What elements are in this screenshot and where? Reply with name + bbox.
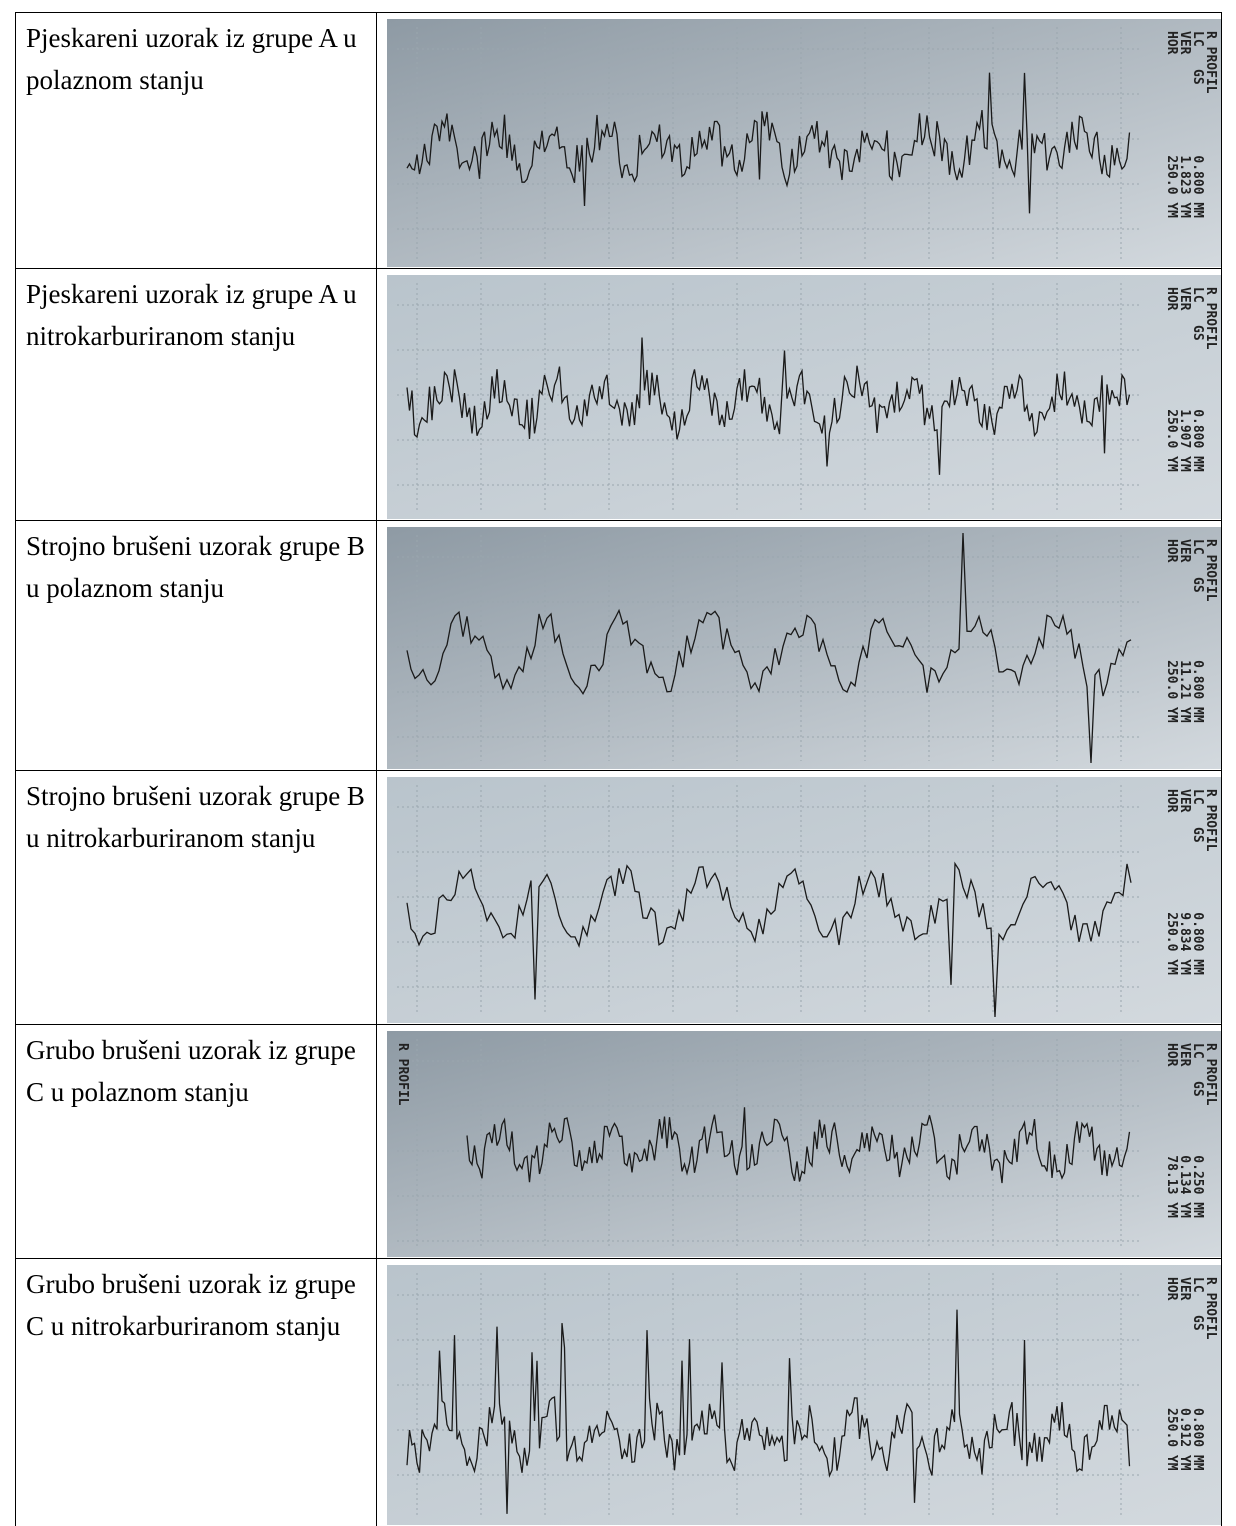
table-row: Pjeskareni uzorak iz grupe A u nitrokarb… — [16, 268, 1221, 520]
profile-label: VER — [1177, 31, 1192, 55]
profile-label: GS — [1190, 325, 1205, 341]
row-label: Strojno brušeni uzorak grupe B u nitroka… — [26, 781, 365, 853]
column-divider — [376, 771, 377, 1024]
profile-label: HOR — [1164, 31, 1179, 55]
profile-label: R PROFIL — [1203, 1043, 1218, 1106]
profile-value: 250.0 YM — [1164, 155, 1179, 218]
profile-label: VER — [1177, 287, 1192, 311]
profile-label: HOR — [1164, 287, 1179, 311]
profile-trace — [466, 1107, 1131, 1184]
profile-label: GS — [1190, 827, 1205, 843]
profile-label: R PROFIL — [1203, 789, 1218, 852]
profile-trace — [406, 861, 1132, 1018]
profile-value: 250.0 YM — [1164, 409, 1179, 472]
table-row: Strojno brušeni uzorak grupe B u nitroka… — [16, 770, 1221, 1024]
profile-value: 9.834 YM — [1177, 912, 1192, 975]
profile-label: VER — [1177, 1043, 1192, 1067]
profile-value: 1.907 YM — [1177, 409, 1192, 472]
profile-label: R PROFIL — [1203, 31, 1218, 94]
profile-trace — [406, 1309, 1131, 1514]
profile-value: 78.13 YM — [1164, 1155, 1179, 1218]
profile-label: HOR — [1164, 539, 1179, 563]
profile-label: VER — [1177, 1277, 1192, 1301]
table-row: Strojno brušeni uzorak grupe B u polazno… — [16, 520, 1221, 770]
profile-value: 0.800 MM — [1190, 409, 1205, 472]
profile-label: LC — [1190, 287, 1205, 303]
profile-value: 0.800 MM — [1190, 660, 1205, 723]
profile-value: 0.912 YM — [1177, 1408, 1192, 1471]
profile-value: 0.134 YM — [1177, 1155, 1192, 1218]
profile-label: HOR — [1164, 1277, 1179, 1301]
column-divider — [376, 1025, 377, 1258]
profile-value: 250.0 YM — [1164, 660, 1179, 723]
profile-value: 11.21 YM — [1177, 660, 1192, 723]
profile-trace — [406, 532, 1132, 764]
profile-value: 250.0 YM — [1164, 1408, 1179, 1471]
profile-label: LC — [1190, 539, 1205, 555]
photo-background — [387, 1265, 1221, 1525]
profile-trace — [406, 72, 1131, 214]
profile-value: 0.800 MM — [1190, 1408, 1205, 1471]
photo-background — [387, 527, 1221, 769]
column-divider — [376, 521, 377, 770]
row-label: Strojno brušeni uzorak grupe B u polazno… — [26, 531, 365, 603]
photo-background — [387, 19, 1221, 267]
profile-label: LC — [1190, 1277, 1205, 1293]
profile-value: 0.250 MM — [1190, 1155, 1205, 1218]
profile-label: R PROFIL — [1203, 1277, 1218, 1340]
profile-value: 1.823 YM — [1177, 155, 1192, 218]
profile-label: GS — [1190, 1081, 1205, 1097]
profile-label: LC — [1190, 31, 1205, 47]
profile-label: VER — [1177, 789, 1192, 813]
profile-label: GS — [1190, 69, 1205, 85]
profile-label: R PROFIL — [1203, 287, 1218, 350]
row-label: Pjeskareni uzorak iz grupe A u polaznom … — [26, 23, 357, 95]
profile-label: VER — [1177, 539, 1192, 563]
profile-label: LC — [1190, 789, 1205, 805]
table: Pjeskareni uzorak iz grupe A u polaznom … — [15, 12, 1222, 1526]
profile-label: HOR — [1164, 1043, 1179, 1067]
photo-background — [387, 1031, 1221, 1257]
profile-value: 250.0 YM — [1164, 912, 1179, 975]
profile-left-label: R PROFIL — [395, 1043, 410, 1106]
column-divider — [376, 1259, 377, 1526]
profile-value: 0.800 MM — [1190, 155, 1205, 218]
table-row: Grubo brušeni uzorak iz grupe C u polazn… — [16, 1024, 1221, 1258]
table-row: Grubo brušeni uzorak iz grupe C u nitrok… — [16, 1258, 1221, 1526]
profile-label: GS — [1190, 577, 1205, 593]
profile-trace — [406, 337, 1131, 475]
row-label: Pjeskareni uzorak iz grupe A u nitrokarb… — [26, 279, 357, 351]
profile-label: LC — [1190, 1043, 1205, 1059]
column-divider — [376, 13, 377, 268]
photo-background — [387, 777, 1221, 1023]
profile-label: R PROFIL — [1203, 539, 1218, 602]
profile-label: GS — [1190, 1315, 1205, 1331]
profile-value: 0.800 MM — [1190, 912, 1205, 975]
column-divider — [376, 269, 377, 520]
profile-label: HOR — [1164, 789, 1179, 813]
row-label: Grubo brušeni uzorak iz grupe C u nitrok… — [26, 1269, 356, 1341]
table-row: Pjeskareni uzorak iz grupe A u polaznom … — [16, 12, 1221, 268]
row-label: Grubo brušeni uzorak iz grupe C u polazn… — [26, 1035, 356, 1107]
